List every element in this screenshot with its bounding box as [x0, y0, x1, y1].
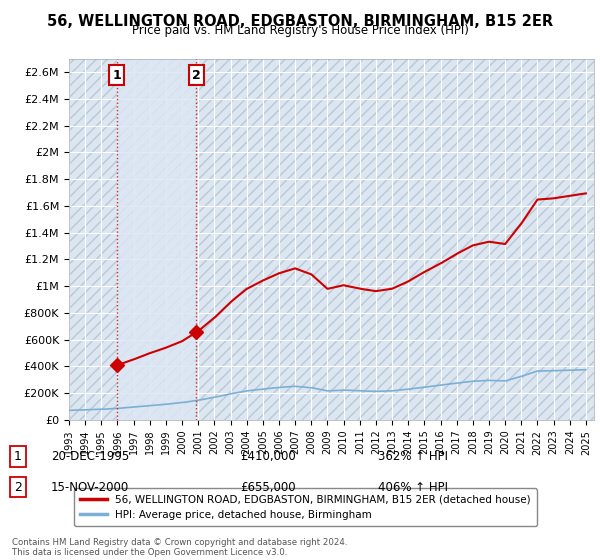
- Text: Price paid vs. HM Land Registry's House Price Index (HPI): Price paid vs. HM Land Registry's House …: [131, 24, 469, 36]
- Text: 20-DEC-1995: 20-DEC-1995: [51, 450, 129, 463]
- Text: £655,000: £655,000: [240, 480, 296, 494]
- Text: 406% ↑ HPI: 406% ↑ HPI: [378, 480, 448, 494]
- Text: 15-NOV-2000: 15-NOV-2000: [51, 480, 129, 494]
- Text: 1: 1: [113, 68, 121, 82]
- Text: 2: 2: [192, 68, 200, 82]
- Text: 362% ↑ HPI: 362% ↑ HPI: [378, 450, 448, 463]
- Bar: [117, 59, 196, 420]
- Text: 56, WELLINGTON ROAD, EDGBASTON, BIRMINGHAM, B15 2ER: 56, WELLINGTON ROAD, EDGBASTON, BIRMINGH…: [47, 14, 553, 29]
- Text: 1: 1: [14, 450, 22, 463]
- Legend: 56, WELLINGTON ROAD, EDGBASTON, BIRMINGHAM, B15 2ER (detached house), HPI: Avera: 56, WELLINGTON ROAD, EDGBASTON, BIRMINGH…: [74, 488, 537, 526]
- Text: £410,000: £410,000: [240, 450, 296, 463]
- Text: Contains HM Land Registry data © Crown copyright and database right 2024.
This d: Contains HM Land Registry data © Crown c…: [12, 538, 347, 557]
- Text: 2: 2: [14, 480, 22, 494]
